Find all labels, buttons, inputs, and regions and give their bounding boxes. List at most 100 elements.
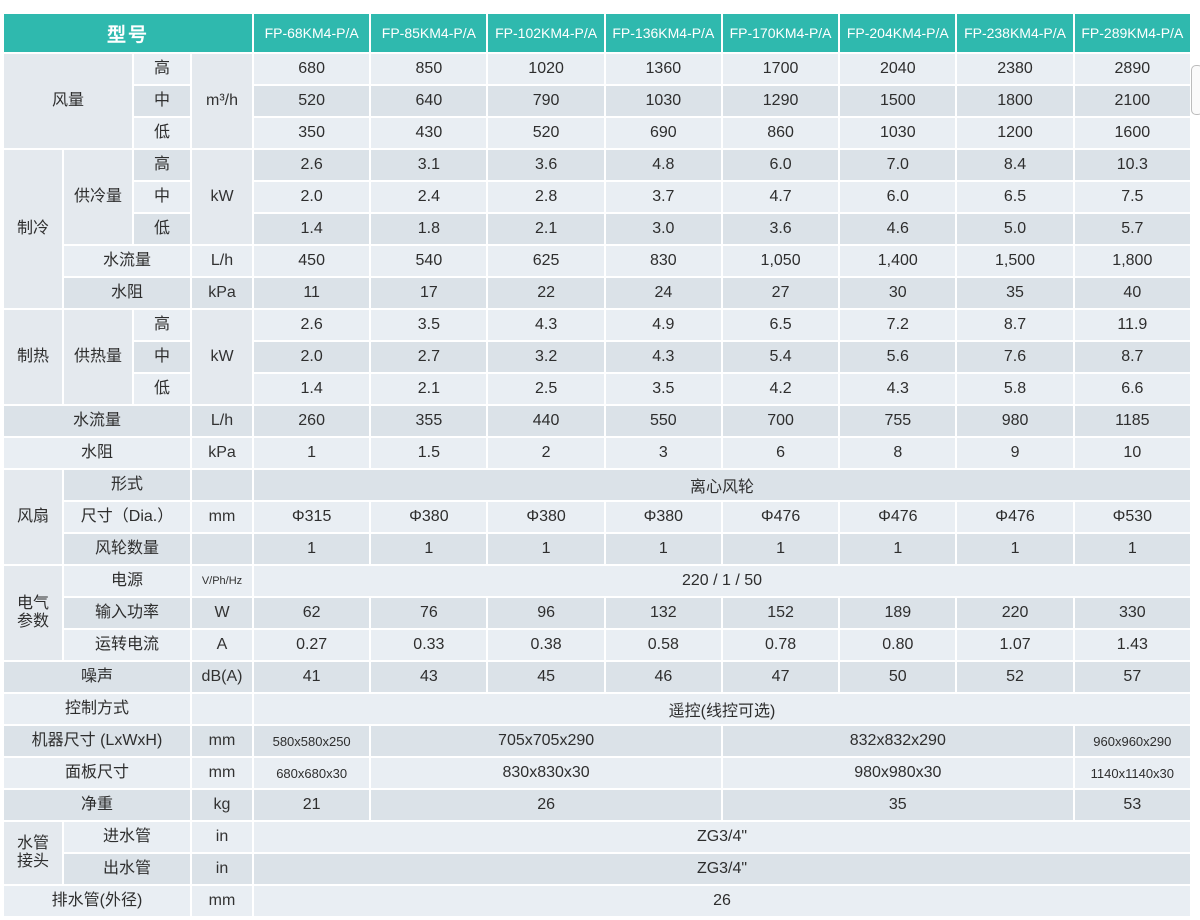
- value-cell: 53: [1074, 790, 1190, 820]
- value-cell: 2.0: [254, 182, 370, 212]
- level-label-high: 高: [134, 150, 190, 180]
- value-cell: 1.4: [254, 374, 370, 404]
- value-cell: 1030: [605, 86, 721, 116]
- value-cell: 45: [488, 662, 604, 692]
- value-cell: 1290: [722, 86, 839, 116]
- value-cell: 4.7: [722, 182, 839, 212]
- value-cell: 41: [254, 662, 370, 692]
- value-cell: 1185: [1074, 406, 1190, 436]
- unit-dims: mm: [192, 726, 253, 756]
- row-drain-pipe: 排水管(外径) mm 26: [4, 886, 1190, 916]
- value-cell: 690: [605, 118, 721, 148]
- value-cell: 355: [371, 406, 487, 436]
- group-label-electrical: 电气 参数: [4, 566, 62, 660]
- value-cell: 1,800: [1074, 246, 1190, 276]
- value-cell: 8: [840, 438, 956, 468]
- row-heating-high: 制热 供热量 高 kW 2.6 3.5 4.3 4.9 6.5 7.2 8.7 …: [4, 310, 1190, 404]
- value-cell: 0.33: [371, 630, 487, 660]
- value-cell: 0.78: [722, 630, 839, 660]
- value-cell: 22: [488, 278, 604, 308]
- level-label-mid: 中: [134, 86, 190, 116]
- value-cell-span: 26: [371, 790, 721, 820]
- group-label-cooling-capacity: 供冷量: [64, 150, 132, 244]
- value-cell: 520: [488, 118, 604, 148]
- model-header: FP-68KM4-P/A: [254, 14, 370, 52]
- value-cell: 30: [840, 278, 956, 308]
- value-cell: 10: [1074, 438, 1190, 468]
- row-label-fan-dia: 尺寸（Dia.）: [64, 502, 190, 532]
- value-cell: 6.5: [722, 310, 839, 340]
- row-heating-water-resistance: 水阻 kPa 1 1.5 2 3 6 8 9 10: [4, 438, 1190, 468]
- value-cell: 960x960x290: [1074, 726, 1190, 756]
- value-cell: 8.4: [957, 150, 1073, 180]
- row-cooling-high: 制冷 供冷量 高 kW 2.6 3.1 3.6 4.8 6.0 7.0 8.4 …: [4, 150, 1190, 308]
- value-cell: Φ380: [371, 502, 487, 532]
- value-cell: 6.0: [840, 182, 956, 212]
- value-cell: 2.6: [254, 310, 370, 340]
- value-cell: 350: [254, 118, 370, 148]
- unit-fan-dia: mm: [192, 502, 253, 532]
- scrollbar-thumb[interactable]: [1191, 65, 1200, 115]
- model-header: FP-204KM4-P/A: [840, 14, 956, 52]
- value-cell: 850: [371, 54, 487, 84]
- group-label-heating-capacity: 供热量: [64, 310, 132, 404]
- row-input-power: 输入功率 W 62 76 96 132 152 189 220 330: [4, 598, 1190, 628]
- value-cell: 625: [488, 246, 604, 276]
- value-cell: 24: [605, 278, 721, 308]
- value-cell: 5.0: [957, 214, 1073, 244]
- row-label-input-power: 输入功率: [64, 598, 190, 628]
- value-cell: 1: [254, 534, 370, 564]
- unit-water-resistance: kPa: [192, 278, 253, 308]
- value-cell: 35: [957, 278, 1073, 308]
- row-label-control: 控制方式: [4, 694, 190, 724]
- value-cell: 3.5: [371, 310, 487, 340]
- model-header: FP-136KM4-P/A: [605, 14, 721, 52]
- value-cell: 8.7: [1074, 342, 1190, 372]
- group-label-fan: 风扇: [4, 470, 62, 564]
- model-header: FP-170KM4-P/A: [722, 14, 839, 52]
- level-label-low: 低: [134, 374, 190, 404]
- value-cell: 7.5: [1074, 182, 1190, 212]
- row-label-drain-pipe: 排水管(外径): [4, 886, 190, 916]
- value-cell: 680: [254, 54, 370, 84]
- value-cell: 1: [840, 534, 956, 564]
- value-cell: 2.0: [254, 342, 370, 372]
- value-cell-span: 遥控(线控可选): [254, 694, 1190, 724]
- value-cell: 330: [1074, 598, 1190, 628]
- value-cell: 1600: [1074, 118, 1190, 148]
- value-cell: 4.3: [488, 310, 604, 340]
- row-label-power-supply: 电源: [64, 566, 190, 596]
- value-cell: 1500: [840, 86, 956, 116]
- unit-running-current: A: [192, 630, 253, 660]
- value-cell: 680x680x30: [254, 758, 370, 788]
- value-cell: 27: [722, 278, 839, 308]
- value-cell: 1700: [722, 54, 839, 84]
- unit-heating-capacity: kW: [192, 310, 253, 404]
- row-cooling-low: 低 1.4 1.8 2.1 3.0 3.6 4.6 5.0 5.7: [4, 214, 1190, 244]
- value-cell: Φ476: [957, 502, 1073, 532]
- unit-empty: [192, 470, 253, 500]
- value-cell: 6.5: [957, 182, 1073, 212]
- value-cell: 1,050: [722, 246, 839, 276]
- value-cell: 6.0: [722, 150, 839, 180]
- value-cell: 6.6: [1074, 374, 1190, 404]
- value-cell: 5.4: [722, 342, 839, 372]
- value-cell-span: ZG3/4": [254, 854, 1190, 884]
- value-cell: 4.9: [605, 310, 721, 340]
- value-cell: 1: [488, 534, 604, 564]
- value-cell: 580x580x250: [254, 726, 370, 756]
- value-cell: 1.8: [371, 214, 487, 244]
- value-cell: 980: [957, 406, 1073, 436]
- row-heating-low: 低 1.4 2.1 2.5 3.5 4.2 4.3 5.8 6.6: [4, 374, 1190, 404]
- row-control: 控制方式 遥控(线控可选): [4, 694, 1190, 724]
- row-fan-type: 风扇 形式 离心风轮: [4, 470, 1190, 564]
- row-net-weight: 净重 kg 21 26 35 53: [4, 790, 1190, 820]
- row-label-running-current: 运转电流: [64, 630, 190, 660]
- value-cell: 220: [957, 598, 1073, 628]
- value-cell: 1: [722, 534, 839, 564]
- row-cooling-mid: 中 2.0 2.4 2.8 3.7 4.7 6.0 6.5 7.5: [4, 182, 1190, 212]
- value-cell: 0.38: [488, 630, 604, 660]
- level-label-low: 低: [134, 118, 190, 148]
- value-cell-span: 26: [254, 886, 1190, 916]
- value-cell: 2890: [1074, 54, 1190, 84]
